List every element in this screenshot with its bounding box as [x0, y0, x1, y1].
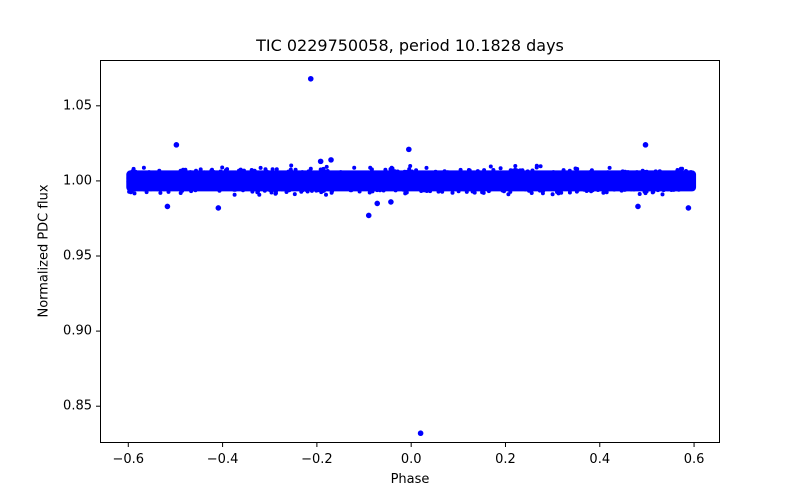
- data-point: [173, 142, 180, 148]
- data-point: [406, 146, 412, 153]
- x-tick-label: −0.2: [301, 452, 333, 467]
- y-tick-label: 0.85: [63, 398, 92, 414]
- outlier-points: [164, 75, 692, 437]
- y-tick-label: 0.90: [63, 323, 92, 339]
- data-point: [215, 205, 222, 211]
- x-tick-label: 0.4: [589, 452, 611, 467]
- data-point: [635, 203, 641, 210]
- data-point: [307, 75, 314, 82]
- axis-ticks: [96, 105, 695, 447]
- data-point: [642, 142, 649, 148]
- data-point: [685, 205, 692, 211]
- x-tick-label: −0.6: [112, 452, 145, 467]
- y-axis-label: Normalized PDC flux: [36, 184, 52, 318]
- data-point: [328, 157, 334, 163]
- y-tick-label: 1.05: [63, 98, 92, 114]
- x-tick-label: 0.6: [683, 452, 705, 467]
- y-tick-label: 1.00: [63, 173, 92, 189]
- data-point: [317, 158, 324, 165]
- x-tick-label: −0.4: [206, 452, 239, 467]
- x-tick-label: 0.0: [400, 452, 422, 467]
- data-point: [374, 200, 381, 207]
- plot-area: [100, 60, 720, 443]
- x-tick-label: 0.2: [495, 452, 516, 467]
- chart-title: TIC 0229750058, period 10.1828 days: [256, 36, 564, 55]
- flux-band: [126, 163, 697, 197]
- data-point: [164, 203, 171, 210]
- x-axis-label: Phase: [390, 472, 430, 487]
- y-tick-label: 0.95: [63, 248, 92, 264]
- data-point: [417, 430, 424, 437]
- data-point: [365, 212, 372, 219]
- data-point: [388, 199, 394, 205]
